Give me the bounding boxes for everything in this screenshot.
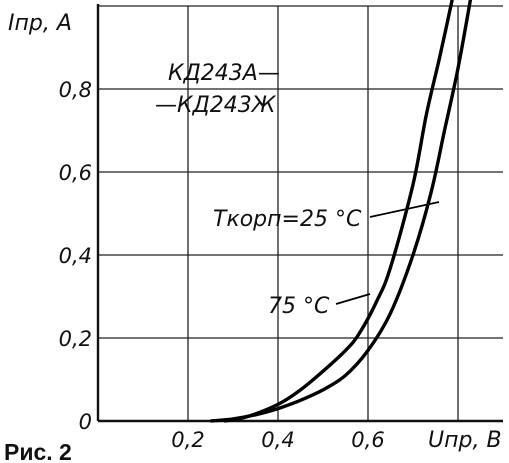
- leader-line-25c: [369, 201, 440, 218]
- device-label-1: КД243А—: [168, 61, 280, 86]
- series-label-25c: Tкорп=25 °С: [213, 207, 362, 232]
- series-label-75c: 75 °С: [268, 294, 330, 319]
- series-line-75c: [223, 0, 454, 423]
- y-tick-label: 0: [79, 410, 92, 434]
- axes: [96, 4, 503, 423]
- y-tick-label: 0,2: [59, 327, 92, 351]
- x-tick-label: 0,2: [171, 428, 204, 452]
- y-tick-label: 0,6: [59, 161, 92, 185]
- figure-caption: Рис. 2: [4, 439, 72, 463]
- y-axis-label: Iпр, А: [8, 11, 72, 36]
- leader-line-75c: [335, 293, 371, 305]
- x-axis-label: Uпр, В: [428, 428, 502, 453]
- device-label-2: —КД243Ж: [155, 93, 277, 118]
- y-tick-label: 0,4: [59, 244, 92, 268]
- tick-labels: 0,2 0,4 0,6 0 0,2 0,4 0,6 0,8: [59, 78, 385, 452]
- series-lines: [210, 0, 473, 423]
- x-tick-label: 0,6: [351, 428, 384, 452]
- x-tick-label: 0,4: [261, 428, 294, 452]
- y-tick-label: 0,8: [59, 78, 92, 102]
